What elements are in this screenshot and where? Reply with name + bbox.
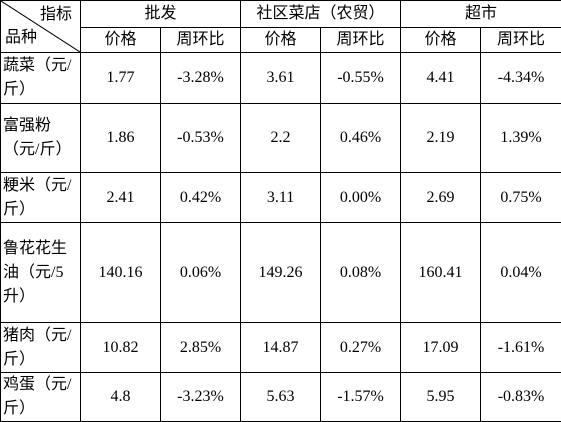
subheader: 价格 — [81, 28, 161, 53]
group-header: 超市 — [401, 1, 561, 28]
cell-value: -0.83% — [481, 373, 561, 422]
header-row: 指标品种批发社区菜店（农贸）超市 — [1, 1, 561, 28]
data-row: 鸡蛋（元/斤）4.8-3.23%5.63-1.57%5.95-0.83% — [1, 373, 561, 422]
cell-value: 1.77 — [81, 53, 161, 104]
subheader: 周环比 — [161, 28, 241, 53]
item-name: 蔬菜（元/斤） — [1, 53, 81, 104]
cell-value: 0.27% — [321, 323, 401, 373]
cell-value: 160.41 — [401, 223, 481, 323]
cell-value: 1.39% — [481, 104, 561, 173]
cell-value: 0.75% — [481, 173, 561, 223]
cell-value: 5.63 — [241, 373, 321, 422]
cell-value: -3.23% — [161, 373, 241, 422]
subheader: 周环比 — [481, 28, 561, 53]
cell-value: -1.57% — [321, 373, 401, 422]
cell-value: 149.26 — [241, 223, 321, 323]
subheader: 价格 — [241, 28, 321, 53]
cell-value: 5.95 — [401, 373, 481, 422]
indicator-label: 指标 — [40, 3, 72, 27]
cell-value: 4.41 — [401, 53, 481, 104]
subheader-row: 价格周环比价格周环比价格周环比 — [1, 28, 561, 53]
subheader: 周环比 — [321, 28, 401, 53]
cell-value: 1.86 — [81, 104, 161, 173]
item-name: 猪肉（元/斤） — [1, 323, 81, 373]
item-name: 鲁花花生油（元/5升） — [1, 223, 81, 323]
cell-value: 14.87 — [241, 323, 321, 373]
cell-value: 3.61 — [241, 53, 321, 104]
cell-value: 2.19 — [401, 104, 481, 173]
cell-value: -0.53% — [161, 104, 241, 173]
cell-value: 0.06% — [161, 223, 241, 323]
subheader: 价格 — [401, 28, 481, 53]
corner-cell: 指标品种 — [1, 1, 81, 53]
group-header: 批发 — [81, 1, 241, 28]
item-name: 鸡蛋（元/斤） — [1, 373, 81, 422]
item-name: 富强粉（元/斤） — [1, 104, 81, 173]
variety-label: 品种 — [5, 26, 37, 50]
cell-value: 0.04% — [481, 223, 561, 323]
cell-value: 0.42% — [161, 173, 241, 223]
cell-value: -0.55% — [321, 53, 401, 104]
cell-value: 2.69 — [401, 173, 481, 223]
cell-value: -4.34% — [481, 53, 561, 104]
group-header: 社区菜店（农贸） — [241, 1, 401, 28]
cell-value: 10.82 — [81, 323, 161, 373]
cell-value: 140.16 — [81, 223, 161, 323]
cell-value: 0.00% — [321, 173, 401, 223]
cell-value: 3.11 — [241, 173, 321, 223]
cell-value: 17.09 — [401, 323, 481, 373]
cell-value: -3.28% — [161, 53, 241, 104]
cell-value: 2.2 — [241, 104, 321, 173]
cell-value: 4.8 — [81, 373, 161, 422]
cell-value: 0.46% — [321, 104, 401, 173]
cell-value: 2.41 — [81, 173, 161, 223]
item-name: 粳米（元/斤） — [1, 173, 81, 223]
cell-value: -1.61% — [481, 323, 561, 373]
cell-value: 0.08% — [321, 223, 401, 323]
data-row: 蔬菜（元/斤）1.77-3.28%3.61-0.55%4.41-4.34% — [1, 53, 561, 104]
cell-value: 2.85% — [161, 323, 241, 373]
